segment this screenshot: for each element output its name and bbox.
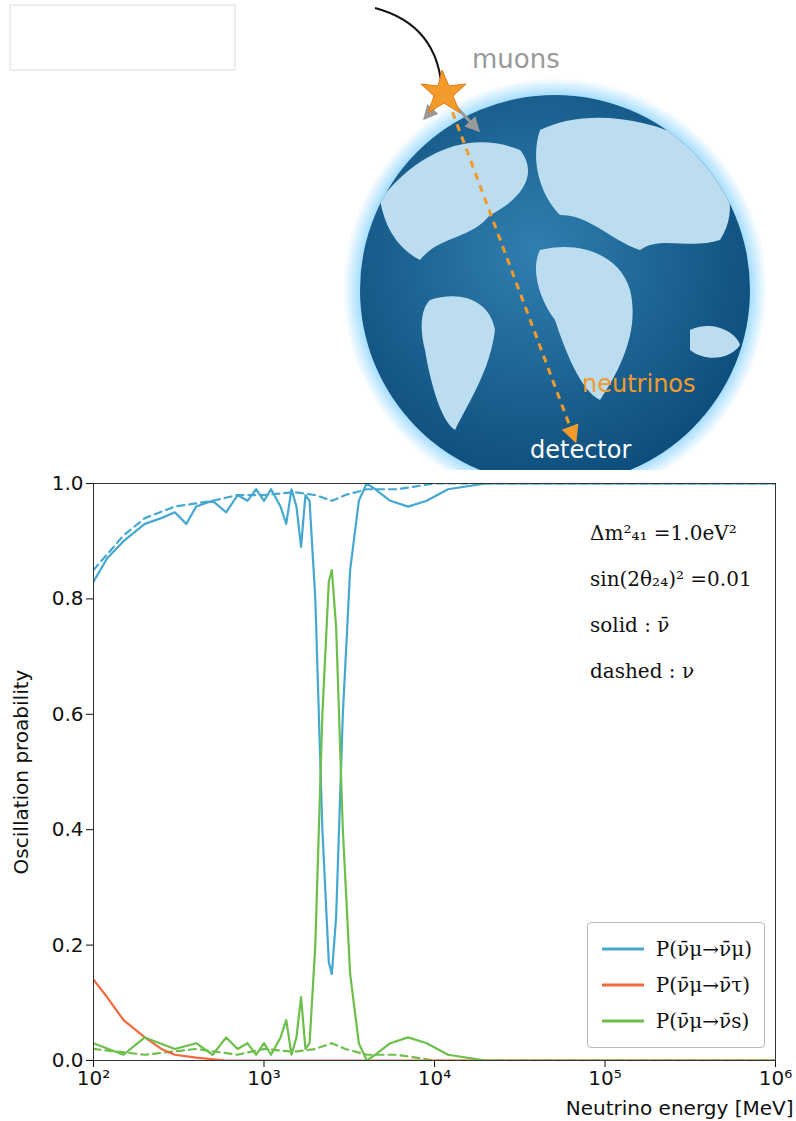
svg-text:0.6: 0.6 [52,702,84,726]
html-text:dashed : ν: dashed : ν [590,659,695,683]
svg-text:0.8: 0.8 [52,586,84,610]
svg-text:Neutrino energy [MeV]: Neutrino energy [MeV] [566,1096,794,1120]
svg-text:10²: 10² [77,1066,110,1090]
svg-text:detector: detector [530,436,631,464]
svg-text:neutrinos: neutrinos [582,370,696,398]
svg-text:10⁵: 10⁵ [588,1066,621,1090]
svg-text:1.0: 1.0 [52,471,84,495]
html-text:P(ν̄μ→ν̄τ): P(ν̄μ→ν̄τ) [655,973,751,997]
svg-text:10³: 10³ [247,1066,280,1090]
svg-text:10⁴: 10⁴ [418,1066,451,1090]
svg-text:10⁶: 10⁶ [759,1066,792,1090]
svg-text:0.0: 0.0 [51,1047,84,1072]
svg-text:0.2: 0.2 [52,933,84,957]
svg-text:muons: muons [472,44,560,74]
html-text:solid : ν̄: solid : ν̄ [590,613,670,637]
svg-text:Oscillation proability: Oscillation proability [9,669,33,874]
html-text:Δm²₄₁ =1.0eV²: Δm²₄₁ =1.0eV² [590,521,737,545]
html-text:P(ν̄μ→ν̄μ): P(ν̄μ→ν̄μ) [655,937,752,961]
svg-text:0.4: 0.4 [52,817,84,841]
html-text:P(ν̄μ→ν̄s): P(ν̄μ→ν̄s) [655,1009,750,1033]
html-text:sin(2θ₂₄)² =0.01: sin(2θ₂₄)² =0.01 [590,567,752,591]
